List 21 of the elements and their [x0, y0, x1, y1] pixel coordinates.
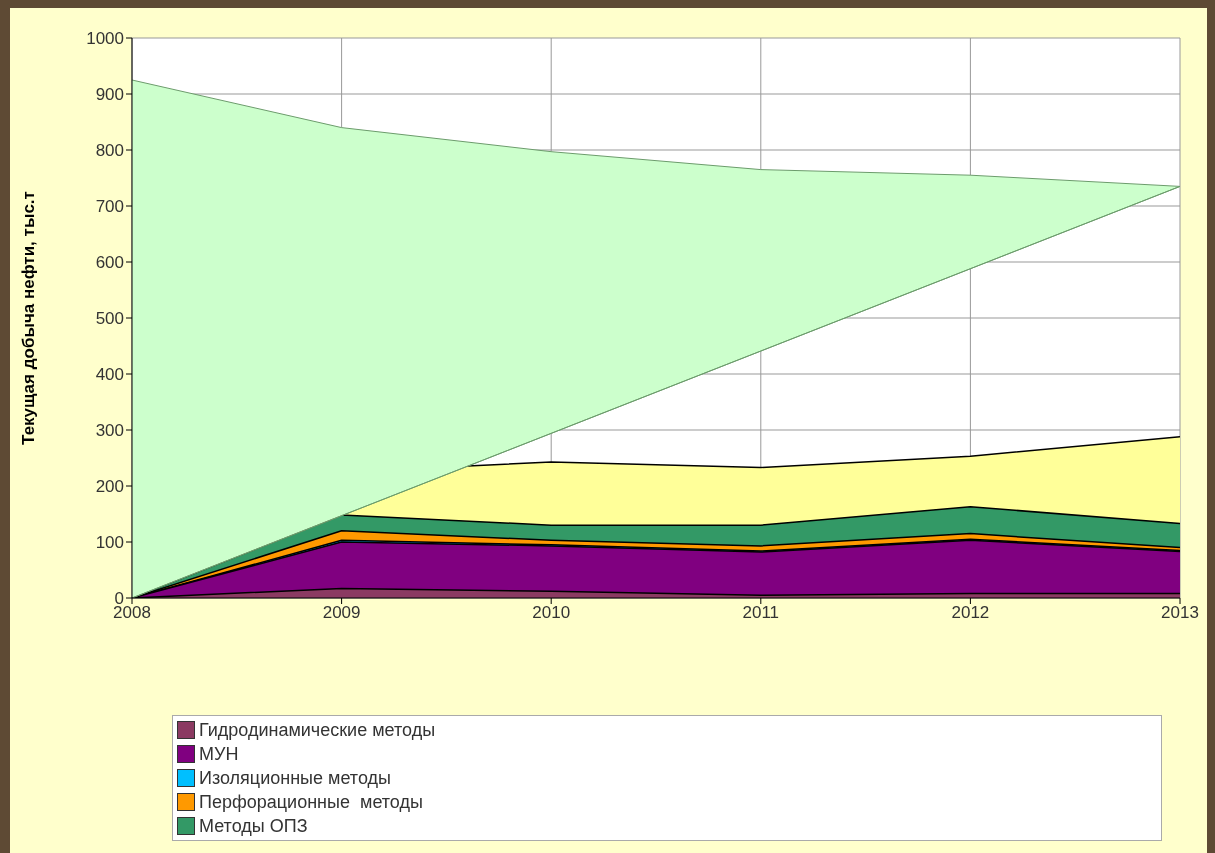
- y-tick-label: 800: [95, 141, 124, 161]
- y-tick-label: 200: [95, 477, 124, 497]
- y-tick-label: 700: [95, 197, 124, 217]
- y-tick-label: 500: [95, 309, 124, 329]
- legend-label: Перфорационные методы: [199, 791, 423, 813]
- x-tick-label: 2010: [532, 603, 571, 623]
- legend-label: Методы ОПЗ: [199, 815, 308, 837]
- y-tick-label: 1000: [86, 29, 124, 49]
- legend-label: Гидродинамические методы: [199, 719, 436, 741]
- legend-label: МУН: [199, 743, 239, 765]
- y-tick-label: 900: [95, 85, 124, 105]
- y-tick-label: 600: [95, 253, 124, 273]
- y-tick-label: 300: [95, 421, 124, 441]
- y-tick-label: 400: [95, 365, 124, 385]
- legend-label: Изоляционные методы: [199, 767, 391, 789]
- y-tick-label: 100: [95, 533, 124, 553]
- x-tick-label: 2012: [951, 603, 990, 623]
- x-tick-label: 2013: [1161, 603, 1199, 623]
- x-tick-label: 2009: [322, 603, 361, 623]
- x-tick-label: 2011: [742, 603, 780, 623]
- y-axis-title: Текущая добыча нефти, тыс.т: [19, 191, 39, 445]
